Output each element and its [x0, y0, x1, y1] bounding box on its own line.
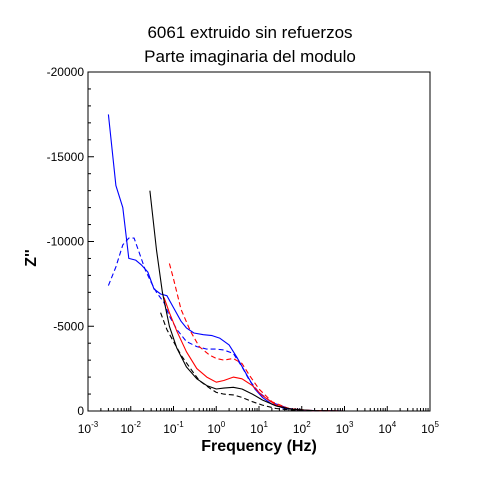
chart-title-line-1: 6061 extruido sin refuerzos	[147, 23, 352, 42]
series-line-4	[163, 297, 430, 412]
series-line-1	[107, 114, 430, 412]
x-tick-label: 10-3	[78, 420, 99, 436]
series-line-2	[107, 237, 430, 412]
y-tick-label: -20000	[47, 65, 85, 79]
x-tick-label: 100	[207, 420, 225, 436]
x-tick-label: 10-1	[163, 420, 184, 436]
x-tick-label: 104	[378, 420, 396, 436]
series-layer	[107, 114, 430, 412]
y-tick-label: -15000	[47, 150, 85, 164]
x-tick-label: 105	[421, 420, 439, 436]
chart-title-line-2: Parte imaginaria del modulo	[144, 47, 356, 66]
x-tick-label: 102	[293, 420, 311, 436]
tick-layer: 10-3 10-2 10-1 100 101 102 103 104 105 -20000 -150…	[47, 65, 440, 436]
y-tick-label: -5000	[53, 319, 84, 333]
y-tick-label: -10000	[47, 235, 85, 249]
x-axis-title: Frequency (Hz)	[201, 438, 317, 455]
y-axis-title: Z''	[23, 249, 40, 266]
y-tick-label: 0	[77, 404, 84, 418]
series-line-3	[168, 263, 430, 412]
series-line-6	[160, 312, 430, 412]
series-line-5	[149, 190, 430, 412]
x-tick-label: 101	[250, 420, 268, 436]
x-tick-label: 10-2	[121, 420, 142, 436]
plot-area-frame	[87, 71, 431, 412]
x-tick-label: 103	[336, 420, 354, 436]
